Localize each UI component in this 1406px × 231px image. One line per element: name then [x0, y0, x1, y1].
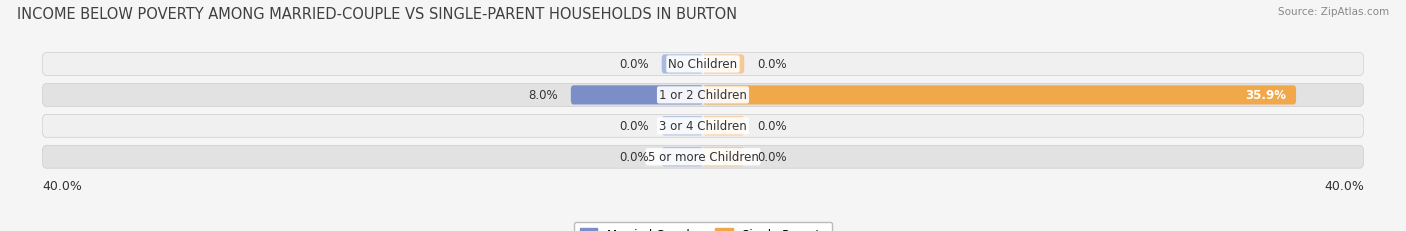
FancyBboxPatch shape: [42, 84, 1364, 107]
Text: 1 or 2 Children: 1 or 2 Children: [659, 89, 747, 102]
Text: 0.0%: 0.0%: [758, 151, 787, 164]
Legend: Married Couples, Single Parents: Married Couples, Single Parents: [574, 222, 832, 231]
Text: 40.0%: 40.0%: [1324, 179, 1364, 192]
FancyBboxPatch shape: [703, 55, 744, 74]
Text: 40.0%: 40.0%: [42, 179, 82, 192]
Text: INCOME BELOW POVERTY AMONG MARRIED-COUPLE VS SINGLE-PARENT HOUSEHOLDS IN BURTON: INCOME BELOW POVERTY AMONG MARRIED-COUPL…: [17, 7, 737, 22]
Text: 3 or 4 Children: 3 or 4 Children: [659, 120, 747, 133]
FancyBboxPatch shape: [42, 53, 1364, 76]
Text: Source: ZipAtlas.com: Source: ZipAtlas.com: [1278, 7, 1389, 17]
Text: 0.0%: 0.0%: [619, 120, 648, 133]
Text: 0.0%: 0.0%: [619, 58, 648, 71]
FancyBboxPatch shape: [662, 55, 703, 74]
FancyBboxPatch shape: [662, 148, 703, 167]
Text: 0.0%: 0.0%: [758, 58, 787, 71]
FancyBboxPatch shape: [703, 86, 1296, 105]
Text: 0.0%: 0.0%: [758, 120, 787, 133]
FancyBboxPatch shape: [571, 86, 703, 105]
Text: 8.0%: 8.0%: [529, 89, 558, 102]
Text: No Children: No Children: [668, 58, 738, 71]
FancyBboxPatch shape: [703, 148, 744, 167]
Text: 0.0%: 0.0%: [619, 151, 648, 164]
FancyBboxPatch shape: [703, 117, 744, 136]
FancyBboxPatch shape: [42, 115, 1364, 138]
FancyBboxPatch shape: [662, 117, 703, 136]
Text: 35.9%: 35.9%: [1246, 89, 1286, 102]
FancyBboxPatch shape: [42, 146, 1364, 168]
Text: 5 or more Children: 5 or more Children: [648, 151, 758, 164]
